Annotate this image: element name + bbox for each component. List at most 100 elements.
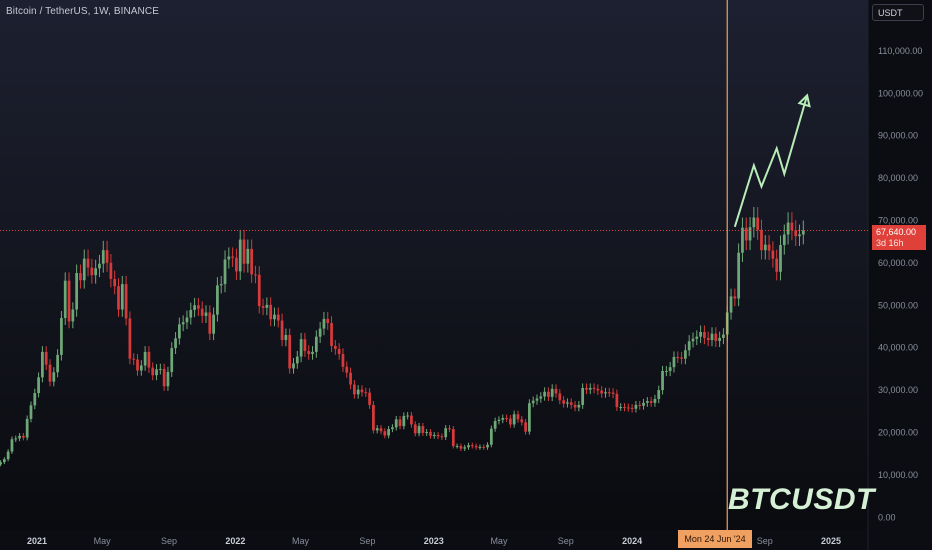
candle-body bbox=[33, 393, 37, 406]
candle-body bbox=[257, 274, 261, 307]
candle-body bbox=[668, 367, 672, 371]
candle-body bbox=[543, 391, 546, 397]
plot-area[interactable] bbox=[0, 0, 868, 530]
candle-body bbox=[459, 446, 463, 449]
candle-body bbox=[387, 429, 390, 436]
candle-body bbox=[318, 328, 322, 337]
candle-body bbox=[794, 230, 798, 237]
candle-body bbox=[166, 371, 170, 387]
candle-body bbox=[29, 405, 33, 419]
candle-body bbox=[219, 284, 223, 286]
candle-body bbox=[364, 392, 368, 394]
candle-body bbox=[539, 396, 543, 399]
candle-body bbox=[413, 424, 417, 434]
candle-body bbox=[436, 435, 440, 437]
y-tick-label: 80,000.00 bbox=[878, 173, 918, 183]
candle-body bbox=[14, 438, 18, 440]
candle-body bbox=[775, 258, 779, 272]
candle-body bbox=[706, 337, 710, 341]
candle-body bbox=[664, 371, 668, 372]
candle-body bbox=[653, 398, 657, 403]
candle-body bbox=[729, 296, 733, 313]
y-tick-label: 30,000.00 bbox=[878, 385, 918, 395]
candle-body bbox=[18, 435, 21, 439]
symbol-watermark: BTCUSDT bbox=[728, 483, 875, 516]
candle-body bbox=[451, 429, 455, 447]
candle-body bbox=[231, 256, 234, 258]
candle-body bbox=[615, 393, 619, 408]
candle-body bbox=[37, 377, 40, 394]
price-axis[interactable] bbox=[868, 0, 932, 550]
candle-body bbox=[562, 400, 565, 404]
y-tick-label: 90,000.00 bbox=[878, 131, 918, 141]
symbol-title[interactable]: Bitcoin / TetherUS, 1W, BINANCE bbox=[6, 6, 159, 17]
candle-body bbox=[790, 222, 794, 231]
candle-body bbox=[493, 421, 497, 429]
candle-body bbox=[630, 407, 634, 409]
candle-body bbox=[158, 368, 162, 370]
candle-body bbox=[531, 400, 535, 404]
candle-body bbox=[383, 431, 387, 436]
candle-body bbox=[147, 351, 151, 368]
candle-body bbox=[227, 256, 231, 260]
x-tick-label: 2022 bbox=[225, 536, 245, 546]
candle-body bbox=[181, 322, 185, 325]
x-tick-label: Sep bbox=[558, 536, 574, 546]
candle-body bbox=[311, 351, 314, 355]
projection-arrow-head bbox=[797, 93, 811, 108]
time-axis[interactable] bbox=[0, 530, 868, 550]
x-tick-label: Sep bbox=[161, 536, 177, 546]
candle-body bbox=[326, 318, 330, 324]
candle-body bbox=[189, 309, 193, 318]
candle-body bbox=[242, 239, 246, 264]
candle-body bbox=[661, 371, 664, 391]
candle-body bbox=[280, 320, 284, 341]
candle-body bbox=[177, 324, 181, 339]
candle-body bbox=[573, 404, 577, 408]
candle-body bbox=[676, 357, 680, 359]
candle-body bbox=[626, 407, 630, 409]
candle-body bbox=[638, 404, 642, 406]
candle-body bbox=[170, 348, 174, 372]
candle-body bbox=[779, 245, 782, 272]
candle-body bbox=[535, 398, 539, 401]
candle-body bbox=[288, 334, 292, 369]
y-tick-labels: 0.00 10,000.00 20,000.00 30,000.00 40,000.00… bbox=[878, 46, 923, 522]
axis-unit-label[interactable]: USDT bbox=[872, 4, 924, 21]
projection-arrow-line bbox=[733, 95, 809, 228]
y-tick-label: 40,000.00 bbox=[878, 343, 918, 353]
candle-body bbox=[432, 435, 436, 437]
y-tick-label: 110,000.00 bbox=[878, 46, 922, 56]
candle-body bbox=[474, 446, 478, 448]
candle-body bbox=[744, 227, 748, 241]
candle-body bbox=[680, 357, 683, 359]
candle-body bbox=[550, 388, 554, 397]
candle-body bbox=[139, 365, 143, 371]
candle-body bbox=[604, 392, 607, 394]
candle-body bbox=[48, 364, 52, 382]
candle-body bbox=[10, 439, 14, 452]
y-tick-label: 0.00 bbox=[878, 512, 896, 522]
candle-body bbox=[801, 230, 805, 235]
candle-body bbox=[634, 404, 638, 409]
y-tick-label: 10,000.00 bbox=[878, 470, 918, 480]
candle-body bbox=[356, 389, 360, 395]
candle-body bbox=[722, 334, 725, 338]
candle-body bbox=[67, 280, 71, 322]
candle-body bbox=[619, 407, 623, 409]
candle-body bbox=[714, 333, 718, 341]
candle-body bbox=[208, 312, 212, 334]
candle-body bbox=[467, 445, 470, 448]
candle-body bbox=[113, 278, 117, 287]
candle-body bbox=[52, 372, 56, 382]
candle-body bbox=[733, 296, 737, 299]
candle-body bbox=[86, 258, 90, 268]
candle-body bbox=[71, 309, 75, 322]
candle-body bbox=[524, 422, 527, 432]
candle-body bbox=[200, 308, 204, 316]
candle-body bbox=[155, 369, 158, 376]
candle-body bbox=[508, 418, 512, 425]
candle-body bbox=[333, 345, 337, 349]
candle-body bbox=[295, 356, 299, 364]
